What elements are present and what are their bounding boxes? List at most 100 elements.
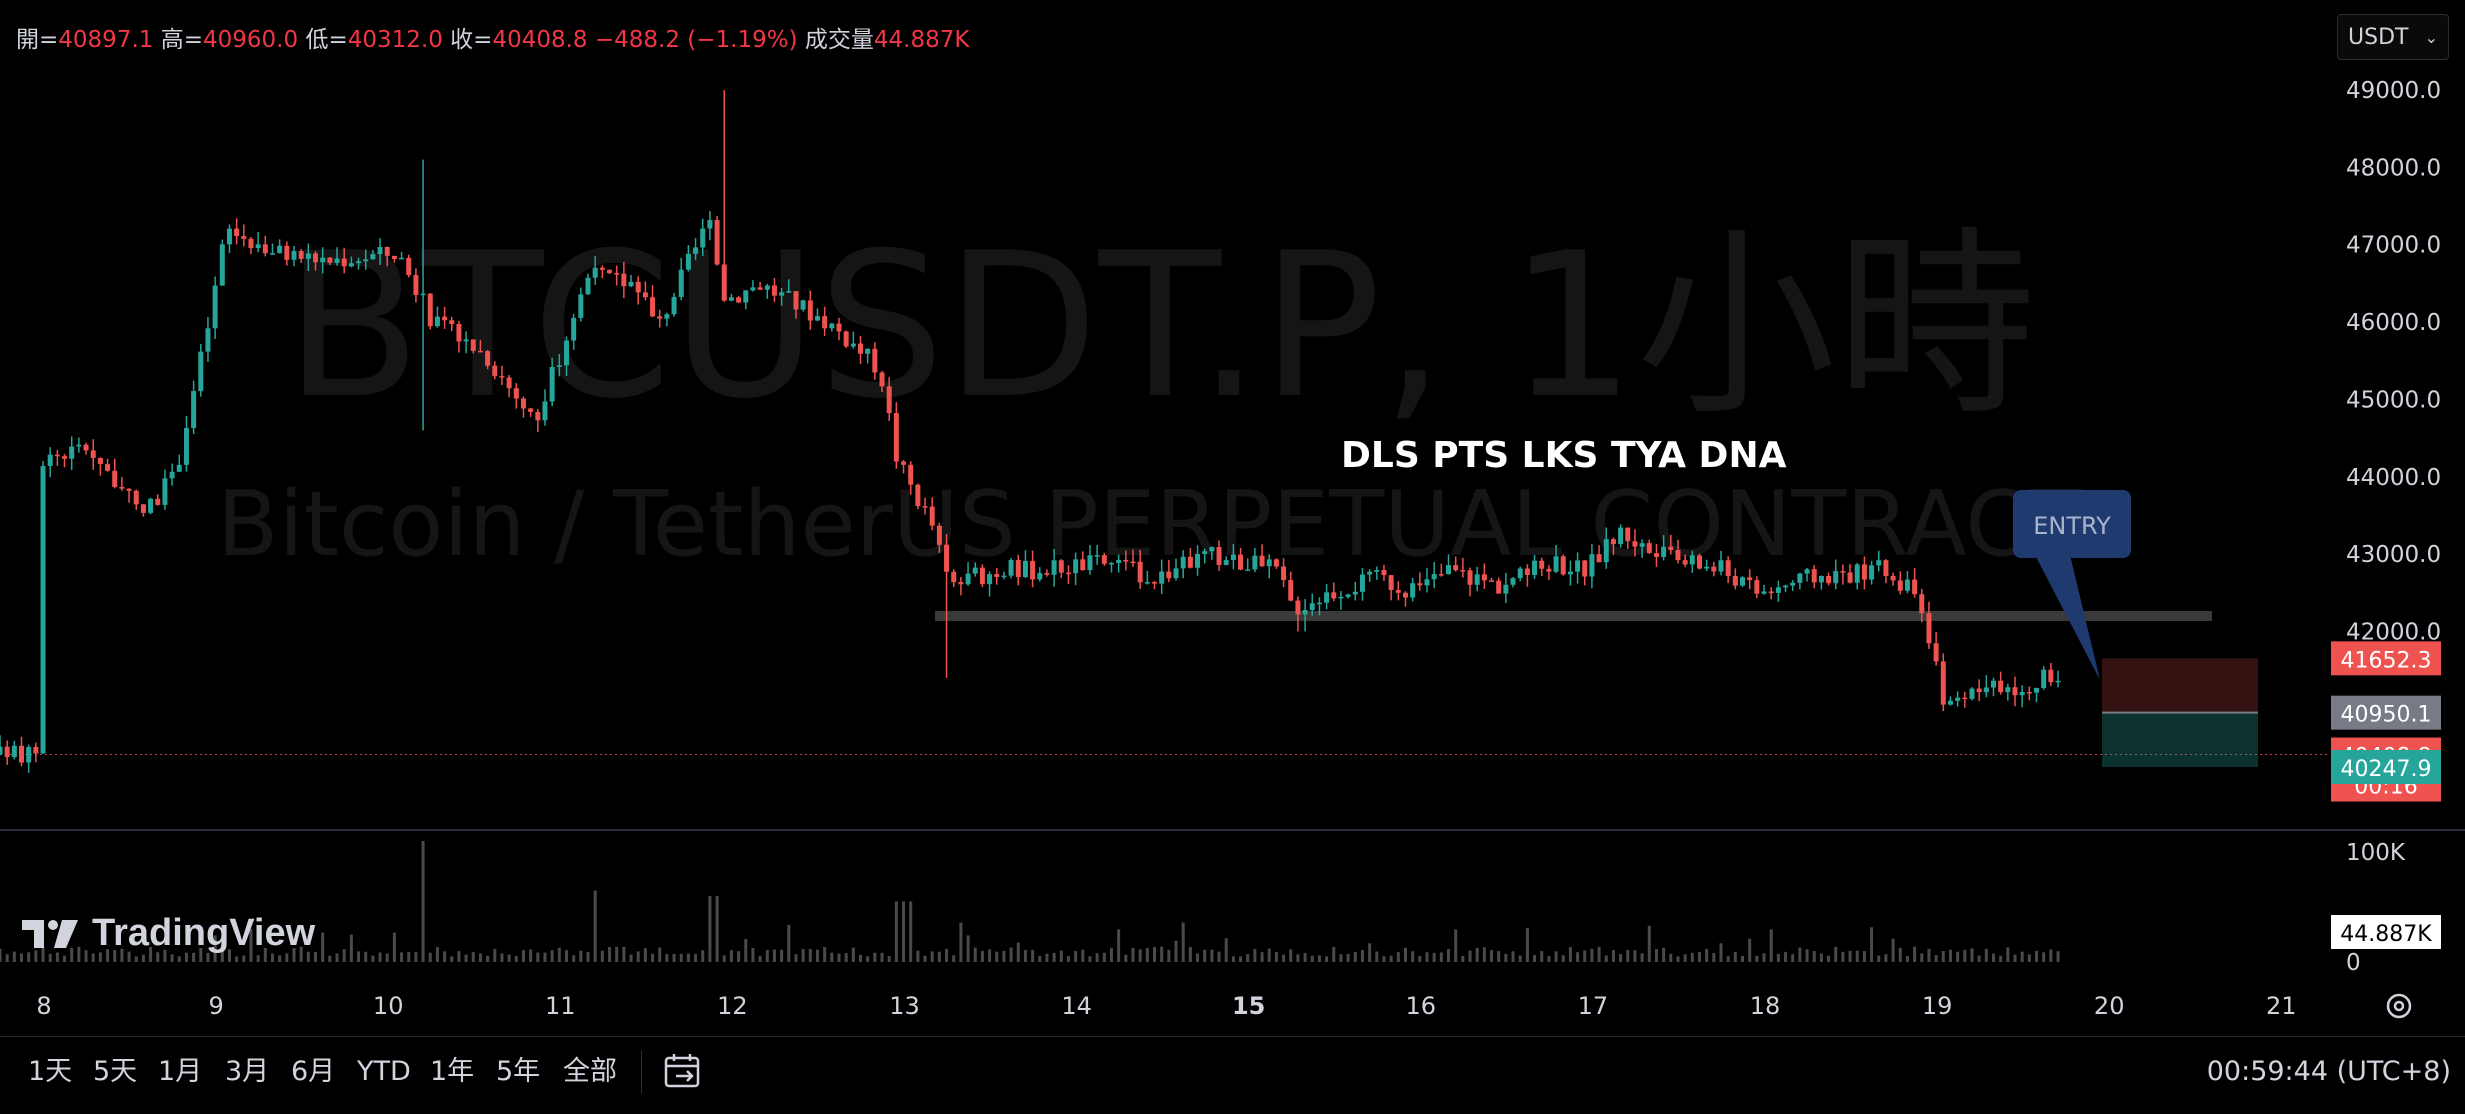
candle-body	[650, 297, 656, 317]
volume-bar	[1009, 947, 1013, 962]
bottom-toolbar	[0, 1036, 2465, 1114]
currency-select[interactable]: USDT ⌄	[2337, 14, 2449, 60]
volume-bar	[357, 951, 361, 962]
candle-body	[183, 428, 189, 465]
range-1m-button[interactable]: 1月	[158, 1056, 203, 1087]
candle-body	[1417, 583, 1423, 586]
candle-body	[1696, 555, 1702, 569]
time-tick-label: 13	[889, 992, 920, 1020]
price-label-target	[2331, 749, 2441, 784]
volume-bar	[1160, 946, 1164, 962]
volume-bar	[2013, 954, 2017, 962]
volume-bar	[1597, 946, 1601, 962]
candle-body	[1496, 580, 1502, 594]
candle-body	[1295, 600, 1301, 615]
candle-body	[571, 317, 577, 341]
candle-body	[434, 316, 440, 327]
candle-body	[83, 444, 89, 451]
candle-body	[987, 574, 993, 585]
candle-body	[1589, 554, 1595, 577]
take-profit-zone	[2102, 712, 2258, 767]
candle-body	[119, 486, 125, 489]
candle-body	[1438, 574, 1444, 576]
volume-bar	[973, 947, 977, 962]
candle-body	[47, 454, 53, 466]
candle-body	[1747, 577, 1753, 581]
volume-bar	[1991, 953, 1995, 962]
candle-body	[614, 273, 620, 275]
volume-bar	[1490, 950, 1494, 962]
candle-body	[226, 228, 232, 245]
range-3m-button[interactable]: 3月	[225, 1056, 270, 1087]
candle-body	[1230, 554, 1236, 561]
candle-body	[657, 316, 663, 319]
candle-body	[1754, 580, 1760, 594]
range-all-button[interactable]: 全部	[563, 1056, 617, 1087]
volume-bar	[880, 952, 884, 962]
range-ytd-button[interactable]: YTD	[357, 1056, 411, 1087]
candle-body	[1281, 566, 1287, 581]
candle-body	[1008, 559, 1014, 576]
candle-body	[1854, 564, 1860, 583]
volume-bar	[765, 949, 769, 962]
volume-bar	[1038, 955, 1042, 962]
headline-annotation: DLS PTS LKS TYA DNA	[1341, 435, 1787, 476]
volume-tick-label: 0	[2346, 950, 2361, 976]
volume-bar	[278, 955, 282, 962]
volume-bar	[1755, 955, 1759, 962]
candle-body	[1065, 572, 1071, 575]
volume-bar	[77, 946, 81, 962]
time-tick-label: 15	[1232, 992, 1265, 1020]
volume-bar	[1188, 946, 1192, 962]
candle-body	[1768, 591, 1774, 593]
candle-body	[1123, 559, 1129, 562]
volume-bar	[1576, 952, 1580, 962]
candle-body	[865, 348, 871, 354]
candle-body	[1618, 527, 1624, 545]
volume-bar	[966, 935, 970, 962]
candle-body	[1180, 556, 1186, 569]
volume-bar	[1504, 953, 1508, 962]
volume-bar	[772, 949, 776, 962]
candle-body	[1037, 573, 1043, 580]
close-label: 收=	[450, 27, 493, 53]
volume-bar	[686, 953, 690, 962]
range-5y-button[interactable]: 5年	[496, 1056, 541, 1087]
price-label-stop	[2331, 641, 2441, 676]
volume-bar	[1999, 955, 2003, 962]
settings-gear-icon[interactable]	[2386, 993, 2412, 1019]
volume-value: 44.887K	[873, 27, 970, 53]
candle-body	[1890, 575, 1896, 581]
candle-body	[1116, 559, 1122, 563]
candle-body	[463, 339, 469, 342]
range-6m-button[interactable]: 6月	[291, 1056, 336, 1087]
volume-bar	[1088, 956, 1092, 962]
candle-body	[635, 281, 641, 293]
range-5d-button[interactable]: 5天	[93, 1056, 138, 1087]
candle-body	[535, 411, 541, 421]
candle-body	[155, 498, 161, 505]
volume-bar	[1425, 952, 1429, 962]
candle-body	[1352, 591, 1358, 595]
volume-bar	[1196, 953, 1200, 962]
volume-bar	[643, 948, 647, 962]
volume-bar	[156, 952, 160, 962]
candle-body	[1108, 562, 1114, 565]
volume-bar	[708, 896, 712, 962]
candle-body	[771, 285, 777, 296]
clock-timezone[interactable]: 00:59:44 (UTC+8)	[2206, 1056, 2451, 1087]
volume-bar	[1791, 954, 1795, 962]
candle-body	[1238, 554, 1244, 570]
date-range-calendar-icon[interactable]	[662, 1050, 706, 1094]
range-1y-button[interactable]: 1年	[430, 1056, 475, 1087]
high-value: 40960.0	[203, 27, 299, 53]
candle-body	[1790, 582, 1796, 586]
volume-bar	[1382, 956, 1386, 962]
volume-bar	[184, 952, 188, 962]
candle-body	[1402, 592, 1408, 598]
close-value: 40408.8	[492, 27, 588, 53]
candle-body	[1503, 584, 1509, 594]
candle-body	[1639, 543, 1645, 547]
range-1d-button[interactable]: 1天	[28, 1056, 73, 1087]
